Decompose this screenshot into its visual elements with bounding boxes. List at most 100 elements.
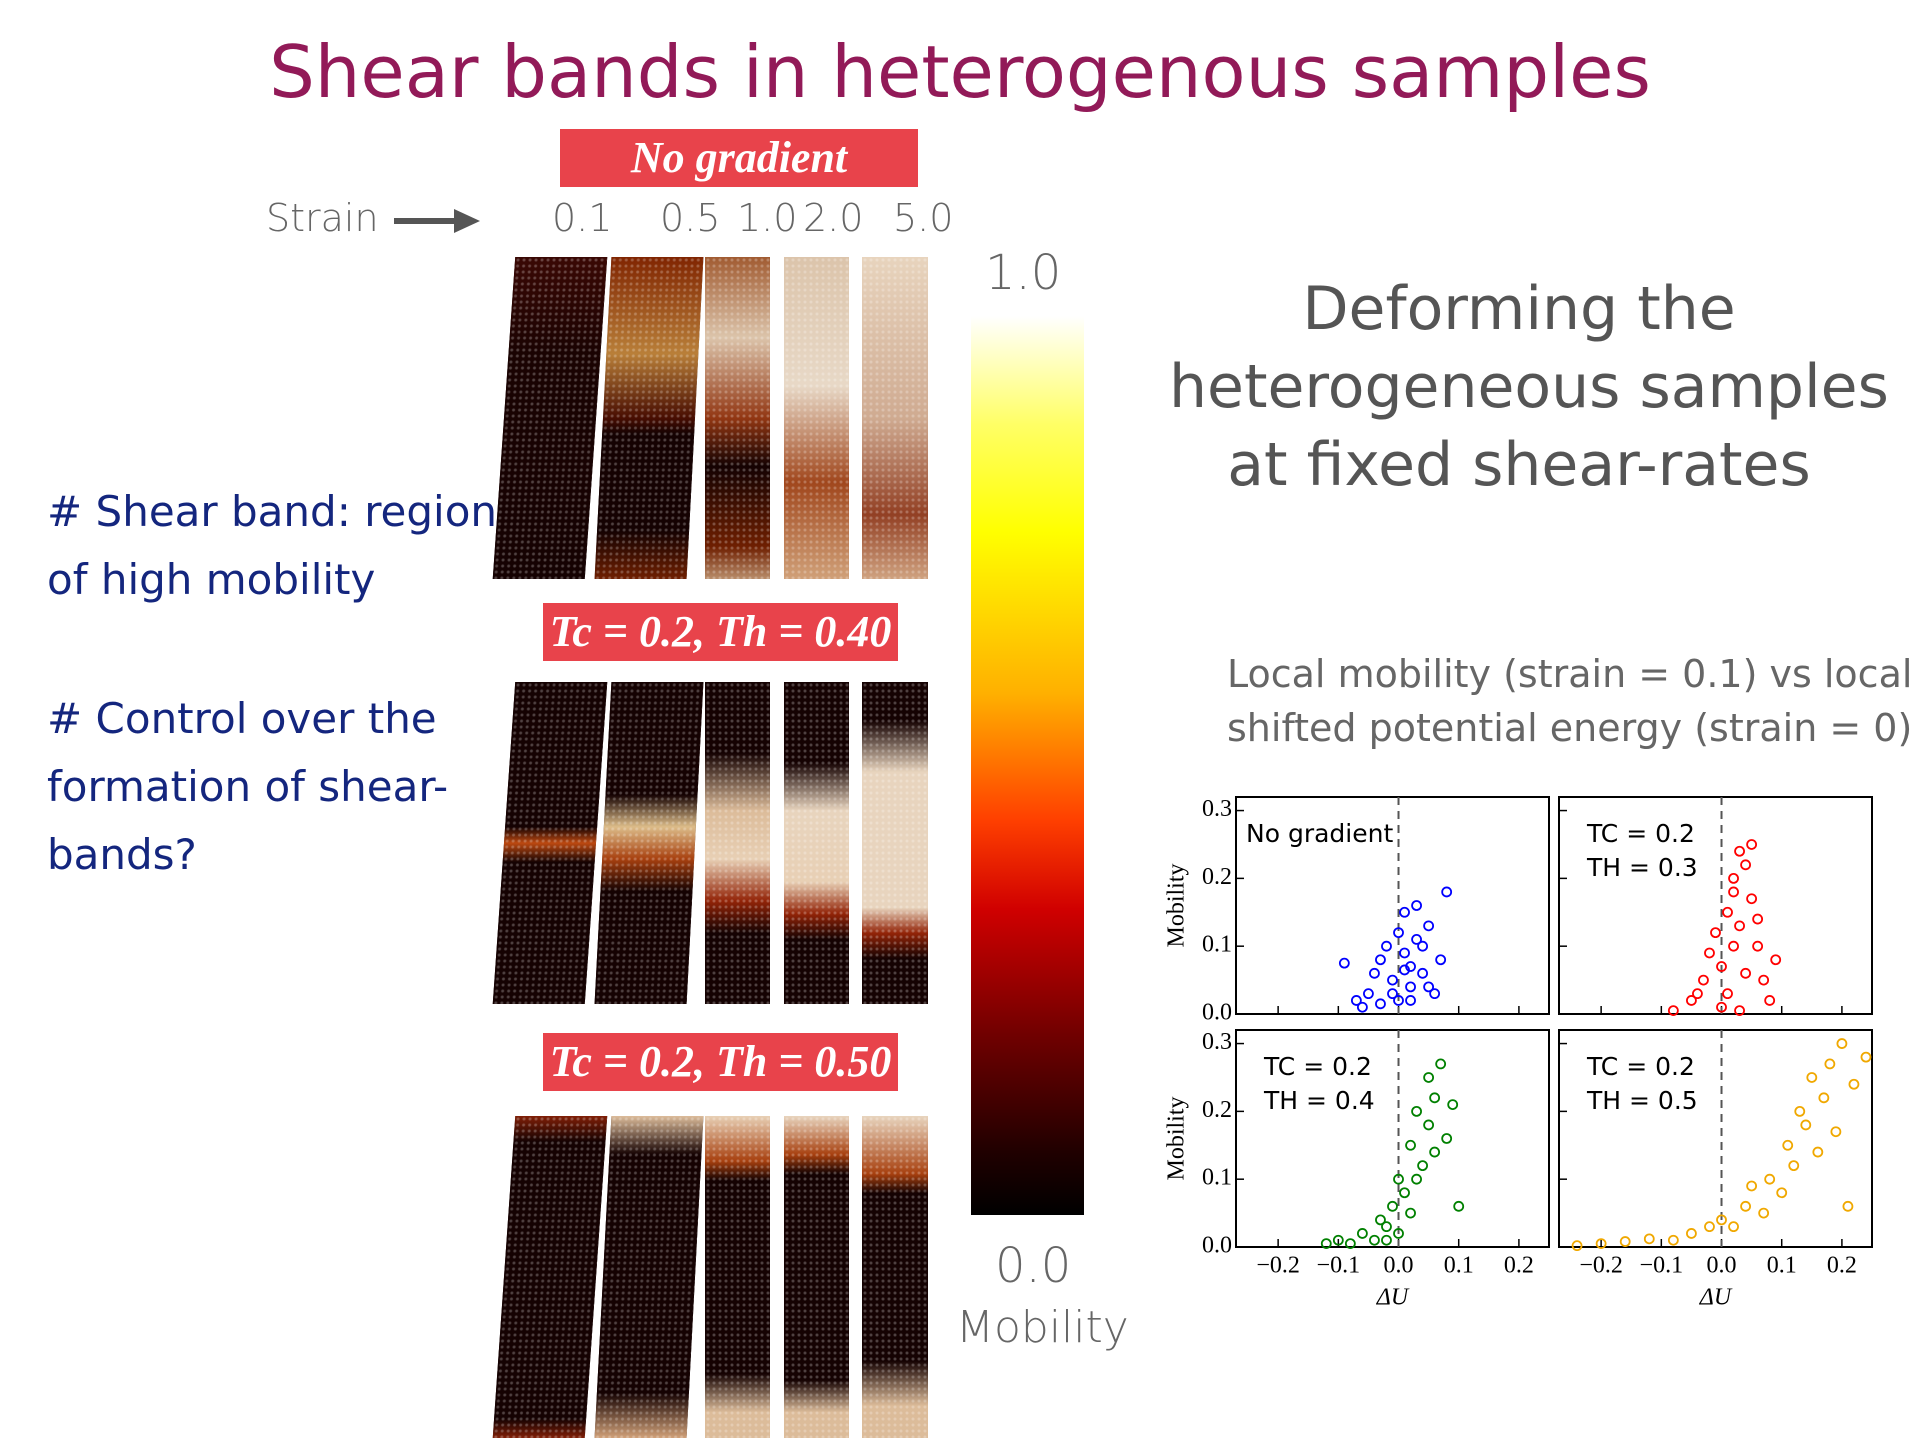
y-tick-label: 0.2 (1202, 864, 1232, 890)
x-tick-label: 0.2 (1504, 1253, 1534, 1279)
y-tick-label: 0.0 (1202, 1000, 1232, 1026)
colorbar-min: 0.0 (995, 1238, 1072, 1294)
mobility-strip (705, 1116, 770, 1438)
point (1782, 1139, 1794, 1151)
point (1764, 1173, 1776, 1185)
point (1728, 940, 1739, 952)
point (1399, 1187, 1410, 1199)
point (1429, 988, 1441, 1000)
row-label: Tc = 0.2, Th = 0.50 (543, 1033, 898, 1091)
point (1716, 1214, 1727, 1226)
strain-value: 0.5 (660, 196, 721, 240)
point (1716, 1001, 1727, 1013)
point (1375, 954, 1386, 966)
point (1441, 886, 1453, 898)
mobility-strip (784, 257, 849, 579)
point (1369, 1234, 1380, 1246)
point (1619, 1236, 1631, 1247)
point (1405, 961, 1416, 972)
point (1344, 1238, 1356, 1250)
point (1405, 995, 1416, 1006)
y-tick-label: 0.1 (1202, 1165, 1232, 1191)
point (1860, 1051, 1872, 1063)
point (1381, 1234, 1392, 1246)
point (1746, 893, 1758, 905)
point (1381, 940, 1392, 952)
y-axis-label: Mobility (1164, 1096, 1190, 1180)
bullet: # Shear band: region of high mobility (47, 478, 497, 614)
point (1338, 957, 1350, 969)
annotation: TH = 0.5 (1586, 1086, 1698, 1115)
point (1411, 934, 1422, 945)
point (1350, 995, 1362, 1006)
point (1758, 1207, 1770, 1219)
y-tick-label: 0.0 (1202, 1233, 1232, 1259)
point (1716, 961, 1727, 972)
annotation: No gradient (1246, 819, 1393, 848)
point (1595, 1238, 1607, 1250)
point (1423, 1119, 1435, 1131)
plot-frame (1558, 796, 1873, 1015)
caption-line: shifted potential energy (strain = 0) (1227, 706, 1913, 750)
point (1794, 1105, 1806, 1117)
point (1764, 995, 1776, 1006)
point (1728, 1221, 1739, 1233)
point (1423, 920, 1435, 932)
point (1399, 906, 1410, 918)
x-tick-label: 0.0 (1707, 1253, 1737, 1279)
point (1728, 886, 1739, 898)
point (1704, 1221, 1715, 1233)
point (1387, 988, 1398, 1000)
point (1643, 1233, 1655, 1245)
bullet: # Control over the formation of shear- b… (47, 685, 448, 889)
point (1363, 988, 1374, 1000)
point (1417, 967, 1428, 979)
y-axis-label: Mobility (1164, 863, 1190, 947)
colorbar-label: Mobility (956, 1302, 1129, 1353)
point (1429, 1146, 1441, 1158)
bullet-line: formation of shear- (47, 762, 449, 811)
point (1393, 1173, 1404, 1185)
point (1752, 940, 1764, 952)
point (1692, 988, 1703, 1000)
point (1441, 1133, 1453, 1144)
strain-value: 0.1 (552, 196, 613, 240)
point (1758, 974, 1770, 986)
point (1357, 1001, 1368, 1013)
point (1734, 1005, 1745, 1017)
point (1740, 1200, 1751, 1212)
point (1830, 1126, 1842, 1138)
slide-title: Shear bands in heterogenous samples (269, 30, 1651, 114)
point (1423, 1072, 1435, 1083)
point (1435, 1058, 1447, 1070)
point (1686, 995, 1697, 1006)
point (1411, 900, 1422, 911)
point (1393, 995, 1404, 1006)
x-tick-label: 0.1 (1444, 1253, 1474, 1279)
point (1842, 1200, 1854, 1212)
point (1704, 947, 1715, 959)
point (1667, 1234, 1679, 1246)
y-tick-label: 0.1 (1202, 932, 1232, 958)
y-tick-label: 0.3 (1202, 1029, 1232, 1055)
x-tick-label: 0.2 (1827, 1253, 1857, 1279)
point (1375, 1214, 1386, 1226)
point (1728, 872, 1739, 884)
plot-frame (1558, 1029, 1873, 1248)
mobility-strip (862, 682, 928, 1004)
strain-value: 1.0 (737, 196, 798, 240)
point (1836, 1038, 1848, 1049)
x-tick-label: −0.2 (1579, 1253, 1623, 1279)
x-axis-label: ΔU (1376, 1285, 1410, 1311)
point (1381, 1221, 1392, 1233)
point (1411, 1105, 1422, 1117)
point (1357, 1228, 1368, 1239)
colorbar-max: 1.0 (985, 245, 1062, 301)
bullet-line: bands? (47, 830, 197, 879)
point (1417, 1160, 1428, 1172)
point (1746, 839, 1758, 850)
point (1393, 1228, 1404, 1239)
point (1770, 954, 1782, 966)
